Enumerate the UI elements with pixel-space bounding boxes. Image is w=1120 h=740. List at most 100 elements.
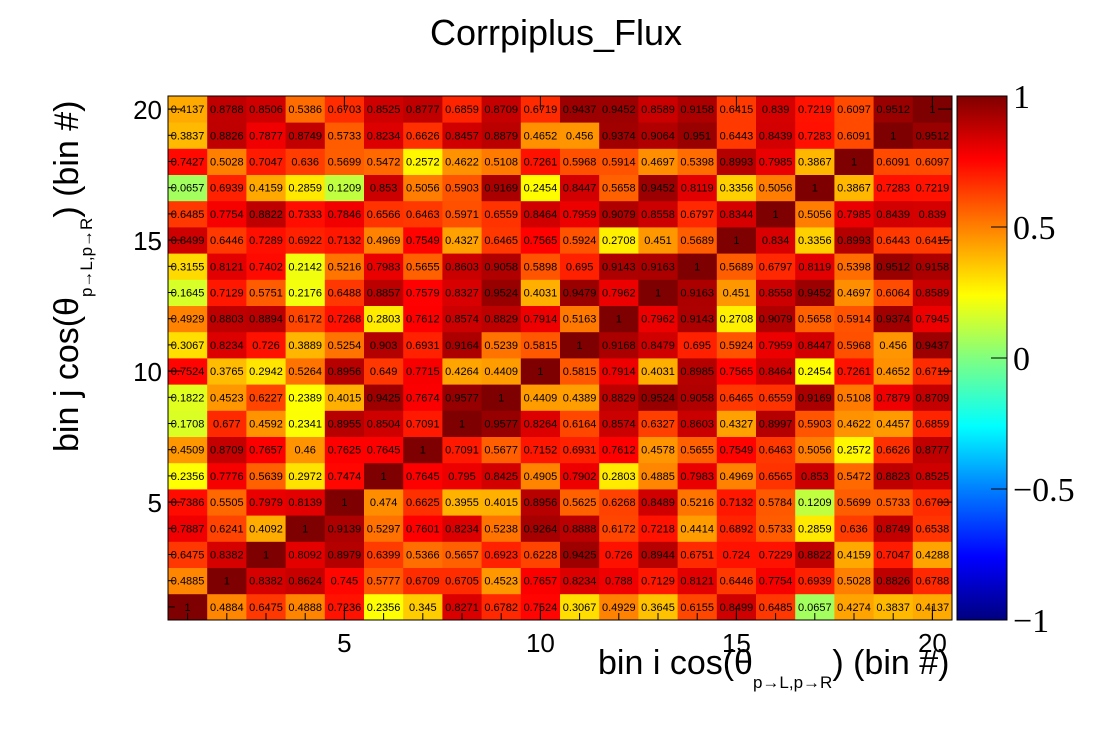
cell-value-label: 0.9437 bbox=[563, 104, 597, 116]
cell-value-label: 0.5625 bbox=[563, 497, 597, 509]
heatmap-cell bbox=[912, 148, 953, 175]
cell-value-label: 0.9143 bbox=[680, 314, 714, 326]
heatmap-cell bbox=[324, 174, 365, 202]
cell-value-label: 0.4969 bbox=[367, 235, 401, 247]
heatmap-cell bbox=[324, 515, 365, 542]
cell-value-label: 0.6463 bbox=[759, 445, 793, 457]
heatmap-cell bbox=[756, 174, 796, 202]
cell-value-label: 0.6923 bbox=[484, 550, 518, 562]
cell-value-label: 1 bbox=[537, 366, 543, 378]
cell-value-label: 0.8603 bbox=[445, 261, 479, 273]
heatmap-cell bbox=[364, 96, 404, 123]
heatmap-cell bbox=[520, 227, 561, 254]
cell-value-label: 0.451 bbox=[644, 235, 672, 247]
cell-value-label: 0.8489 bbox=[641, 497, 675, 509]
heatmap-cell bbox=[364, 279, 404, 306]
cell-value-label: 0.3867 bbox=[837, 183, 871, 195]
cell-value-label: 0.5968 bbox=[563, 157, 597, 169]
cell-value-label: 0.5297 bbox=[367, 523, 401, 535]
cell-value-label: 0.8826 bbox=[876, 576, 910, 588]
cell-value-label: 0.8985 bbox=[680, 366, 714, 378]
cell-value-label: 0.839 bbox=[762, 104, 790, 116]
heatmap-cell bbox=[599, 279, 639, 306]
heatmap-cell bbox=[638, 227, 678, 254]
heatmap-cell bbox=[442, 515, 482, 542]
heatmap-cell bbox=[677, 305, 718, 333]
cell-value-label: 0.6625 bbox=[406, 497, 440, 509]
heatmap-cell bbox=[638, 174, 678, 202]
cell-value-label: 0.5216 bbox=[680, 497, 714, 509]
heatmap-cell bbox=[677, 541, 718, 568]
heatmap-cell bbox=[481, 200, 522, 228]
heatmap-cell bbox=[364, 384, 404, 411]
cell-value-label: 0.7289 bbox=[249, 235, 283, 247]
heatmap-cell bbox=[756, 305, 796, 333]
cell-value-label: 0.7091 bbox=[445, 445, 479, 457]
cell-value-label: 1 bbox=[420, 445, 426, 457]
heatmap-cell bbox=[560, 541, 600, 568]
heatmap-cell bbox=[324, 200, 365, 228]
cell-value-label: 0.6241 bbox=[210, 523, 244, 535]
cell-value-label: 0.1209 bbox=[328, 183, 362, 195]
heatmap-cell bbox=[207, 96, 247, 123]
cell-value-label: 0.6446 bbox=[210, 235, 244, 247]
cell-value-label: 0.6475 bbox=[249, 602, 283, 614]
heatmap-cell bbox=[207, 436, 247, 464]
heatmap-cell bbox=[324, 489, 365, 516]
cell-value-label: 0.8803 bbox=[210, 314, 244, 326]
cell-value-label: 0.474 bbox=[370, 497, 398, 509]
heatmap-cell bbox=[207, 462, 247, 490]
heatmap-cell bbox=[677, 96, 718, 123]
cell-value-label: 0.9264 bbox=[524, 523, 558, 535]
heatmap-cell bbox=[520, 305, 561, 333]
heatmap-cell bbox=[677, 200, 718, 228]
heatmap-cell bbox=[246, 541, 286, 568]
cell-value-label: 0.7754 bbox=[210, 209, 244, 221]
cell-value-label: 0.9158 bbox=[916, 261, 950, 273]
cell-value-label: 0.5689 bbox=[720, 261, 754, 273]
heatmap-cell bbox=[677, 148, 718, 175]
cell-value-label: 0.7261 bbox=[837, 366, 871, 378]
heatmap-cell bbox=[795, 148, 835, 175]
heatmap-cell bbox=[442, 567, 482, 595]
cell-value-label: 0.7565 bbox=[524, 235, 558, 247]
heatmap-cell bbox=[873, 148, 914, 175]
heatmap-cell bbox=[324, 148, 365, 175]
cell-value-label: 0.8234 bbox=[367, 130, 401, 142]
cell-value-label: 0.8857 bbox=[367, 288, 401, 300]
heatmap-cell bbox=[638, 122, 678, 149]
cell-value-label: 0.5386 bbox=[288, 104, 322, 116]
heatmap-cell bbox=[560, 253, 600, 280]
heatmap-cell bbox=[912, 541, 953, 568]
cell-value-label: 0.9064 bbox=[641, 130, 675, 142]
heatmap-cell bbox=[442, 200, 482, 228]
cell-value-label: 0.8829 bbox=[484, 314, 518, 326]
cell-value-label: 0.2572 bbox=[406, 157, 440, 169]
cell-value-label: 0.7959 bbox=[759, 340, 793, 352]
cell-value-label: 0.9163 bbox=[641, 261, 675, 273]
heatmap-cell bbox=[442, 436, 482, 464]
heatmap-cell bbox=[246, 384, 286, 411]
heatmap-cell bbox=[716, 174, 757, 202]
cell-value-label: 0.7612 bbox=[406, 314, 440, 326]
cell-value-label: 0.6797 bbox=[759, 261, 793, 273]
cell-value-label: 0.6443 bbox=[720, 130, 754, 142]
heatmap-cell bbox=[246, 489, 286, 516]
cell-value-label: 0.6172 bbox=[602, 523, 636, 535]
cell-value-label: 0.695 bbox=[566, 261, 594, 273]
cell-value-label: 0.2176 bbox=[288, 288, 322, 300]
heatmap-cell bbox=[481, 227, 522, 254]
heatmap-cell bbox=[324, 305, 365, 333]
cell-value-label: 0.788 bbox=[605, 576, 633, 588]
cell-value-label: 0.6565 bbox=[759, 471, 793, 483]
heatmap-cell bbox=[364, 541, 404, 568]
cell-value-label: 0.5108 bbox=[837, 392, 871, 404]
cell-value-label: 0.8558 bbox=[641, 209, 675, 221]
heatmap-cell bbox=[873, 462, 914, 490]
heatmap-cell bbox=[599, 200, 639, 228]
heatmap-cell bbox=[795, 122, 835, 149]
cell-value-label: 0.8749 bbox=[288, 130, 322, 142]
cell-value-label: 0.9512 bbox=[916, 130, 950, 142]
cell-value-label: 0.6559 bbox=[484, 209, 518, 221]
x-axis-label: bin i cos(θp→L,p→R) (bin #) bbox=[598, 644, 949, 692]
